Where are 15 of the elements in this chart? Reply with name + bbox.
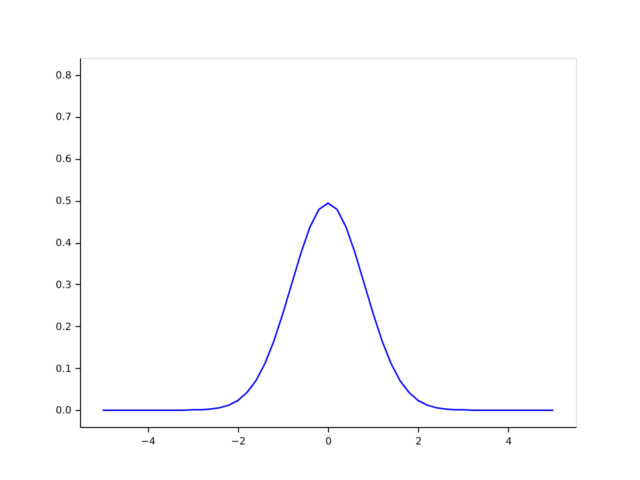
- x-tick-label: 0: [325, 436, 332, 448]
- x-tick-label: 4: [506, 436, 512, 448]
- y-tick-label: 0.0: [56, 406, 72, 417]
- x-tick-label: 2: [415, 436, 422, 448]
- x-tick-label: −2: [230, 436, 246, 448]
- x-tick-label: −4: [140, 436, 156, 448]
- y-tick-label: 0.4: [56, 238, 72, 249]
- line-series: [102, 202, 554, 411]
- y-tick-label: 0.2: [56, 322, 72, 333]
- y-tick-label: 0.1: [56, 364, 72, 375]
- y-tick-label: 0.8: [56, 70, 72, 82]
- y-tick-label: 0.5: [56, 196, 72, 208]
- y-tick-label: 0.3: [56, 280, 72, 291]
- y-tick-label: 0.7: [56, 112, 72, 124]
- y-tick-label: 0.6: [56, 154, 72, 166]
